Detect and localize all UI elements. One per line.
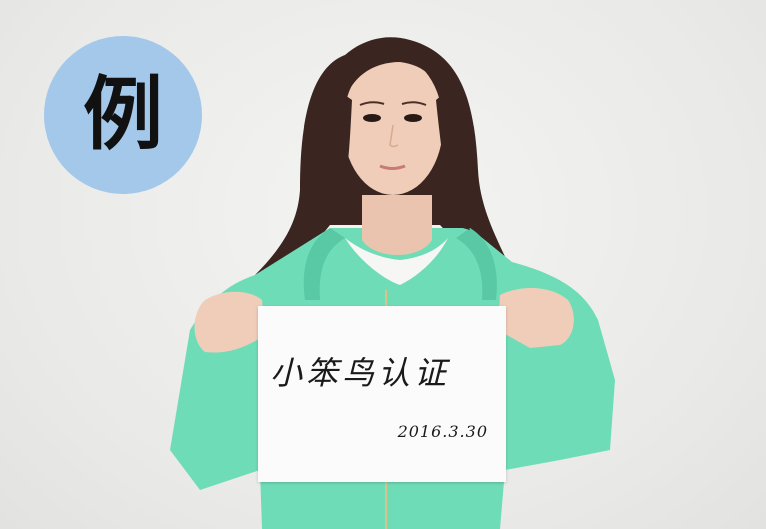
left-hand (194, 291, 265, 353)
neck (362, 195, 432, 255)
hood-left (303, 228, 345, 300)
right-brow (401, 101, 427, 106)
right-eye (404, 114, 422, 122)
nose (389, 124, 399, 148)
mouth (379, 164, 406, 170)
hood-right (456, 228, 497, 300)
badge-label: 例 (83, 68, 163, 161)
left-eye (363, 114, 381, 122)
example-badge: 例 (44, 36, 202, 194)
sign-card: 小笨鸟认证 2016.3.30 (258, 306, 506, 482)
right-hand (498, 288, 574, 348)
hair-side-left (325, 95, 352, 215)
hair-side-right (436, 95, 470, 230)
left-brow (359, 101, 385, 106)
inner-shirt (345, 238, 448, 285)
sign-title: 小笨鸟认证 (270, 354, 451, 392)
hair-front (345, 44, 448, 110)
sign-date: 2016.3.30 (397, 422, 488, 441)
